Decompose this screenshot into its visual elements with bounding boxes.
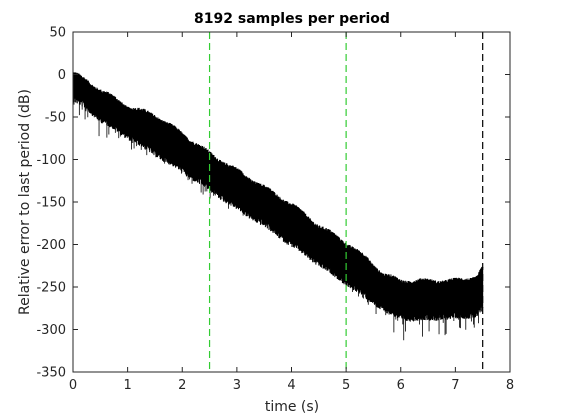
x-tick-label: 1 [123, 378, 131, 393]
y-tick-label: -200 [36, 238, 66, 253]
y-tick-label: 50 [49, 26, 66, 41]
y-tick-label: -300 [36, 323, 66, 338]
axes-box [72, 31, 511, 373]
y-tick-label: -50 [45, 111, 66, 126]
axes [72, 31, 511, 373]
series-upper-edge [73, 73, 484, 286]
series-spikes [73, 96, 483, 341]
x-tick-label: 3 [233, 378, 241, 393]
x-tick-label: 7 [451, 378, 459, 393]
reference-lines [208, 32, 484, 372]
x-tick-label: 8 [506, 378, 514, 393]
x-tick-label: 4 [287, 378, 295, 393]
y-tick-label: 0 [58, 68, 66, 83]
x-tick-label: 0 [69, 378, 77, 393]
y-tick-label: -350 [36, 366, 66, 381]
x-tick-label: 6 [397, 378, 405, 393]
y-axis-ticks: 50 0 -50 -100 -150 -200 -250 -300 -350 [36, 26, 510, 381]
series-band [73, 72, 484, 322]
y-tick-label: -250 [36, 281, 66, 296]
chart-title: 8192 samples per period [194, 11, 390, 27]
y-tick-label: -100 [36, 153, 66, 168]
y-tick-label: -150 [36, 196, 66, 211]
x-axis-ticks: 0 1 2 3 4 5 6 7 8 [69, 32, 514, 393]
x-tick-label: 5 [342, 378, 350, 393]
x-axis-label: time (s) [265, 399, 319, 415]
plot-area [73, 72, 484, 341]
y-axis-label: Relative error to last period (dB) [17, 89, 33, 315]
x-tick-label: 2 [178, 378, 186, 393]
series-0 [73, 72, 484, 341]
